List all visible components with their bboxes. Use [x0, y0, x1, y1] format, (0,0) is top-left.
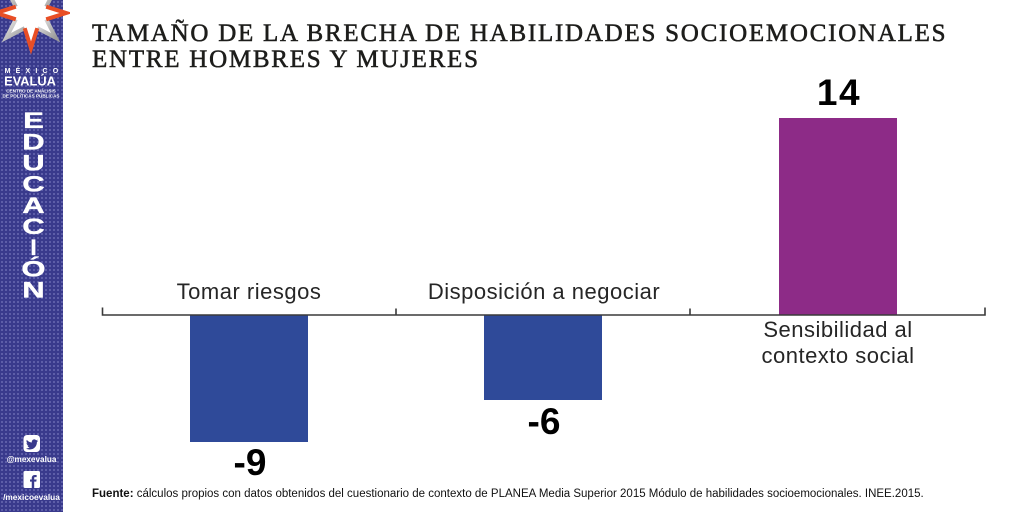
- svg-text:D: D: [22, 129, 44, 155]
- svg-text:C: C: [22, 171, 44, 197]
- svg-text:@mexevalua: @mexevalua: [7, 455, 57, 464]
- svg-text:Ó: Ó: [21, 256, 45, 282]
- svg-text:A: A: [22, 192, 44, 218]
- svg-text:CENTRO DE ANÁLISIS: CENTRO DE ANÁLISIS: [6, 88, 56, 94]
- svg-text:E: E: [23, 107, 44, 133]
- svg-text:U: U: [22, 150, 44, 176]
- svg-text:DE POLÍTICAS PÚBLICAS: DE POLÍTICAS PÚBLICAS: [3, 92, 60, 99]
- svg-text:N: N: [22, 277, 44, 303]
- svg-text:/mexicoevalua: /mexicoevalua: [3, 492, 60, 502]
- svg-text:I: I: [30, 235, 36, 260]
- svg-text:MÉXICO: MÉXICO: [5, 66, 64, 75]
- svg-text:EVALÚA: EVALÚA: [4, 74, 56, 89]
- svg-text:C: C: [22, 213, 44, 239]
